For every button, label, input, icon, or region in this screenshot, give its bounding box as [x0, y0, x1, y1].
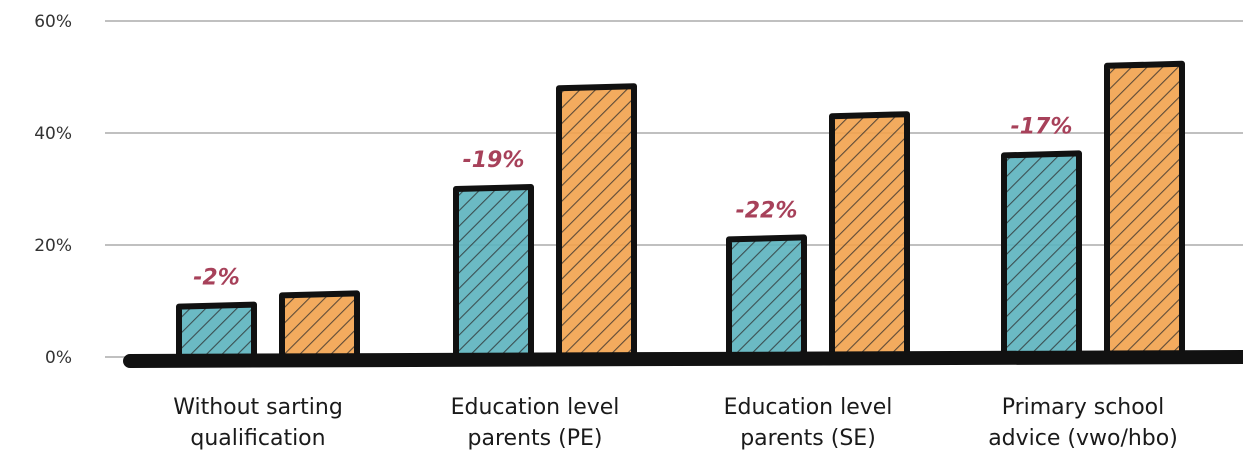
y-tick-label: 0%: [45, 348, 72, 368]
bar-outline: [279, 290, 360, 360]
bar-outline: [1001, 150, 1082, 360]
bar-outline: [453, 184, 534, 360]
bar-outline: [829, 111, 910, 360]
category-label: Without sarting: [173, 395, 343, 420]
category-labels: Without sarting qualification Education le…: [173, 395, 1178, 451]
bars: [176, 60, 1185, 360]
data-labels: -2% -19% -22% -17%: [193, 114, 1072, 290]
bar-hatch: [729, 239, 804, 357]
data-label: -2%: [193, 266, 239, 291]
data-label: -19%: [463, 148, 525, 173]
bar-outline: [176, 301, 257, 360]
data-label: -22%: [736, 198, 798, 223]
y-tick-label: 60%: [34, 12, 72, 32]
y-tick-label: 20%: [34, 236, 72, 256]
data-label: -17%: [1011, 114, 1073, 139]
bar-hatch: [559, 88, 634, 357]
category-label: qualification: [190, 426, 325, 451]
bar-hatch: [1107, 65, 1182, 358]
bar-hatch: [282, 295, 357, 357]
bar-hatch: [179, 306, 254, 357]
bar-outline: [726, 234, 807, 360]
bar-outline: [1104, 60, 1185, 360]
category-label: parents (PE): [468, 426, 603, 451]
category-label: parents (SE): [740, 426, 876, 451]
x-axis-baseline: [123, 350, 1243, 368]
y-axis-ticks: 0% 20% 40% 60%: [34, 12, 72, 368]
baseline: [123, 350, 1243, 368]
category-label: Education level: [451, 395, 620, 420]
y-tick-label: 40%: [34, 124, 72, 144]
bar-outline: [556, 83, 637, 360]
category-label: Education level: [724, 395, 893, 420]
bar-hatch: [1004, 155, 1079, 357]
category-label: advice (vwo/hbo): [988, 426, 1178, 451]
category-label: Primary school: [1002, 395, 1165, 420]
bar-hatch: [456, 189, 531, 357]
bar-hatch: [832, 116, 907, 357]
